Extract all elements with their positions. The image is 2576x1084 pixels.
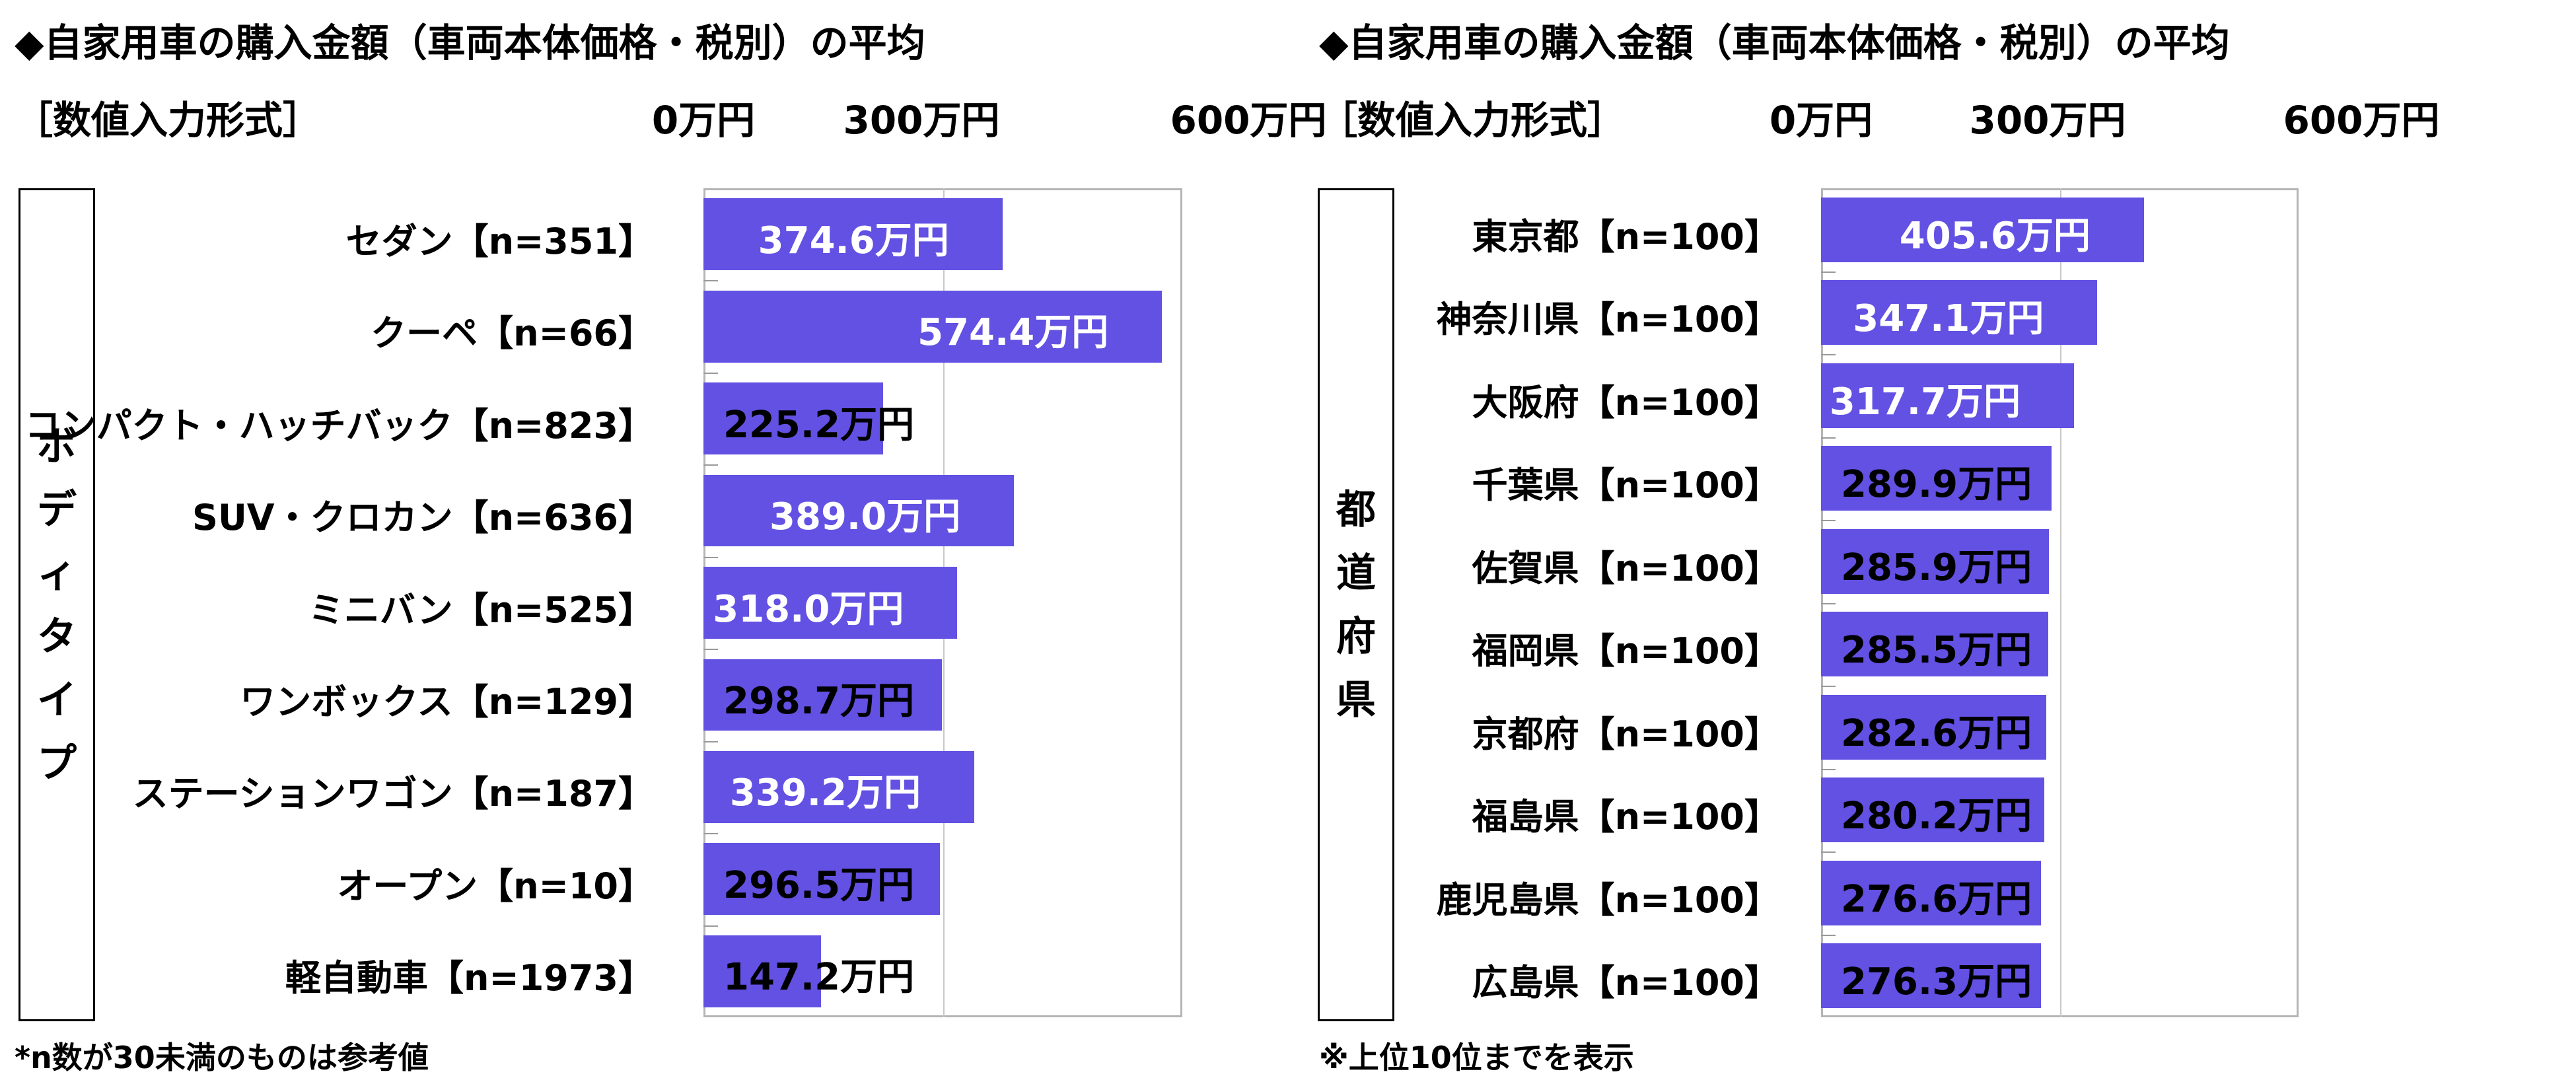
bar-value-label: 317.7万円 bbox=[1829, 380, 2021, 423]
category-label: 千葉県【n=100】 bbox=[1472, 464, 1780, 507]
bar bbox=[703, 290, 1163, 363]
bar-value-label: 339.2万円 bbox=[729, 772, 921, 815]
bar bbox=[1821, 860, 2042, 925]
bar bbox=[1821, 363, 2074, 428]
x-tick-label: 600万円 bbox=[1170, 98, 1327, 143]
bar bbox=[1821, 446, 2052, 511]
category-label: セダン【n=351】 bbox=[345, 220, 654, 262]
bar bbox=[703, 843, 941, 916]
chart-subtitle: ［数値入力形式］ bbox=[1319, 98, 1626, 143]
x-tick-label: 300万円 bbox=[1969, 98, 2126, 143]
category-label: 鹿児島県【n=100】 bbox=[1436, 879, 1780, 921]
category-label: クーペ【n=66】 bbox=[371, 312, 654, 355]
bar-value-label: 289.9万円 bbox=[1841, 463, 2032, 507]
category-tick bbox=[1821, 271, 1836, 273]
bar bbox=[1821, 197, 2144, 262]
chart-prefecture: ◆自家用車の購入金額（車両本体価格・税別）の平均 ［数値入力形式］ 0万円 30… bbox=[1305, 0, 2576, 1084]
bar bbox=[703, 659, 942, 731]
category-label: 京都府【n=100】 bbox=[1472, 713, 1780, 755]
chart-subtitle: ［数値入力形式］ bbox=[15, 98, 322, 143]
bar-value-label: 405.6万円 bbox=[1899, 214, 2091, 258]
bar bbox=[1821, 612, 2049, 677]
category-label: ミニバン【n=525】 bbox=[308, 589, 654, 631]
gridline bbox=[2059, 188, 2061, 1017]
category-label: コンパクト・ハッチバック【n=823】 bbox=[24, 404, 654, 447]
category-label: 軽自動車【n=1973】 bbox=[285, 957, 654, 999]
category-label: 佐賀県【n=100】 bbox=[1472, 547, 1780, 589]
footnote: ※上位10位までを表示 bbox=[1319, 1040, 1634, 1075]
category-label: 広島県【n=100】 bbox=[1472, 962, 1780, 1004]
bar-value-label: 282.6万円 bbox=[1841, 711, 2032, 755]
chart-title: ◆自家用車の購入金額（車両本体価格・税別）の平均 bbox=[1319, 20, 2230, 65]
bar-value-label: 318.0万円 bbox=[713, 587, 904, 631]
bar-value-label: 276.6万円 bbox=[1841, 877, 2032, 921]
bar bbox=[1821, 777, 2044, 843]
category-tick bbox=[703, 464, 718, 466]
category-label: 東京都【n=100】 bbox=[1472, 215, 1780, 258]
x-tick-label: 0万円 bbox=[1769, 98, 1873, 143]
bar bbox=[703, 474, 1015, 547]
category-label: ステーションワゴン【n=187】 bbox=[132, 773, 654, 815]
category-label: オープン【n=10】 bbox=[337, 865, 654, 907]
category-tick bbox=[1821, 768, 1836, 770]
bar bbox=[1821, 528, 2049, 594]
footnote: *n数が30未満のものは参考値 bbox=[15, 1040, 429, 1075]
category-tick bbox=[703, 833, 718, 835]
category-tick bbox=[1821, 851, 1836, 853]
bar bbox=[1821, 943, 2041, 1009]
category-tick bbox=[703, 649, 718, 651]
bar bbox=[703, 751, 974, 823]
bar-value-label: 280.2万円 bbox=[1841, 795, 2032, 838]
category-tick bbox=[703, 741, 718, 742]
bar-value-label: 296.5万円 bbox=[723, 863, 915, 907]
bar-value-label: 285.9万円 bbox=[1841, 546, 2032, 589]
category-tick bbox=[1821, 520, 1836, 521]
category-tick bbox=[1821, 602, 1836, 604]
bar-value-label: 574.4万円 bbox=[917, 311, 1109, 355]
bar bbox=[703, 198, 1003, 271]
bar-value-label: 285.5万円 bbox=[1841, 629, 2032, 672]
bar-value-label: 298.7万円 bbox=[723, 679, 915, 723]
x-tick-label: 300万円 bbox=[843, 98, 1000, 143]
category-tick bbox=[703, 925, 718, 927]
x-tick-label: 600万円 bbox=[2283, 98, 2440, 143]
group-label: 都道府県 bbox=[1336, 486, 1376, 723]
category-label: 大阪府【n=100】 bbox=[1472, 381, 1780, 423]
bar-value-label: 347.1万円 bbox=[1853, 297, 2044, 341]
category-label: 神奈川県【n=100】 bbox=[1436, 299, 1780, 341]
category-label: 福岡県【n=100】 bbox=[1472, 630, 1780, 672]
category-tick bbox=[703, 280, 718, 282]
group-label: ボディタイプ bbox=[37, 423, 77, 787]
chart-body-type: ◆自家用車の購入金額（車両本体価格・税別）の平均 ［数値入力形式］ 0万円 30… bbox=[15, 20, 1327, 1075]
category-tick bbox=[703, 556, 718, 558]
group-label-box: ボディタイプ bbox=[18, 188, 95, 1021]
bar-value-label: 374.6万円 bbox=[758, 219, 949, 262]
bar-value-label: 389.0万円 bbox=[769, 495, 961, 539]
chart-title: ◆自家用車の購入金額（車両本体価格・税別）の平均 bbox=[15, 20, 925, 65]
bar bbox=[703, 567, 958, 639]
category-tick bbox=[1821, 354, 1836, 355]
category-label: SUV・クロカン【n=636】 bbox=[192, 497, 654, 539]
group-label-box: 都道府県 bbox=[1318, 188, 1394, 1021]
bar-value-label: 147.2万円 bbox=[723, 956, 915, 999]
category-label: ワンボックス【n=129】 bbox=[240, 680, 654, 723]
category-tick bbox=[1821, 934, 1836, 936]
bar bbox=[1821, 280, 2098, 345]
bar bbox=[703, 935, 821, 1007]
bar bbox=[1821, 694, 2046, 760]
bar-value-label: 276.3万円 bbox=[1841, 960, 2032, 1004]
category-tick bbox=[703, 372, 718, 374]
x-tick-label: 0万円 bbox=[651, 98, 756, 143]
category-tick bbox=[1821, 437, 1836, 439]
bar bbox=[703, 382, 884, 454]
category-label: 福島県【n=100】 bbox=[1472, 796, 1780, 838]
category-tick bbox=[1821, 686, 1836, 687]
bar-value-label: 225.2万円 bbox=[723, 403, 915, 447]
